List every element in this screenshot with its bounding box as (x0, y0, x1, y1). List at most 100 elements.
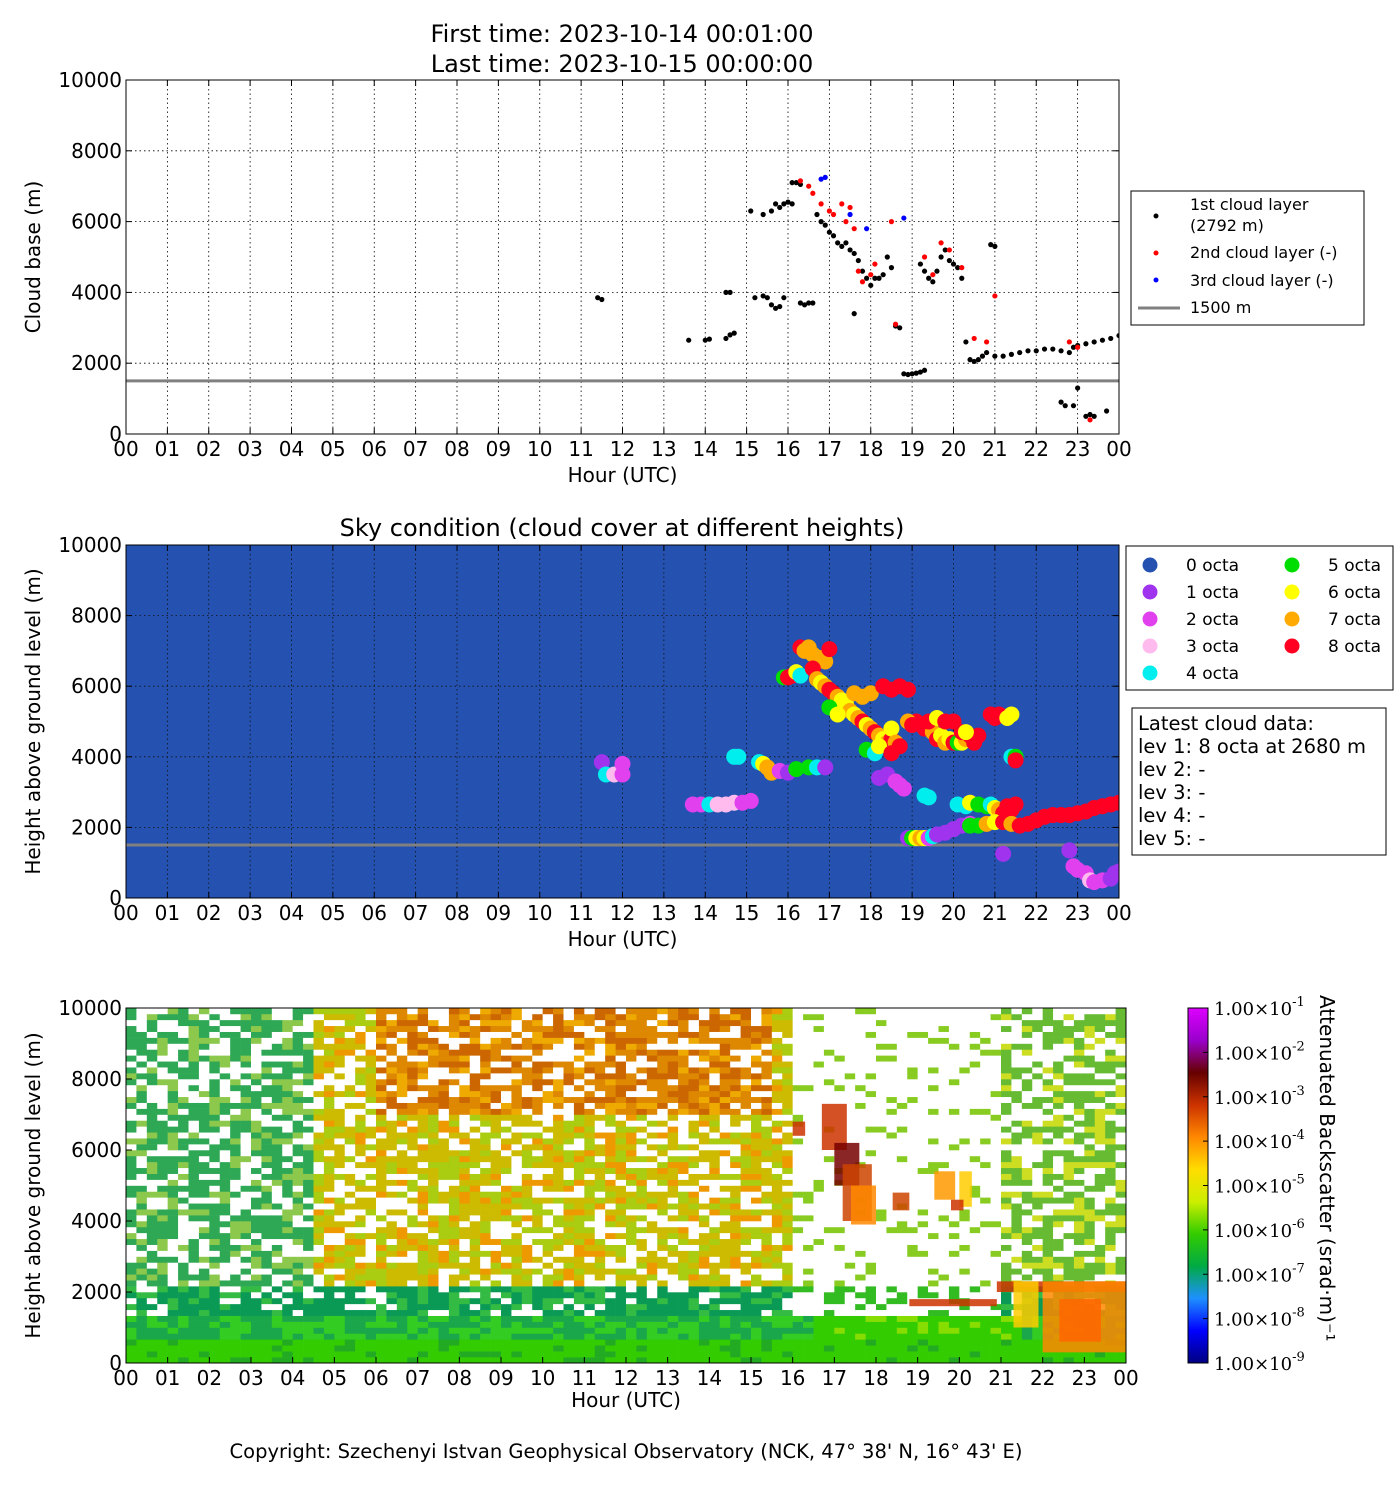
heatmap-cell (771, 1268, 783, 1275)
heatmap-cell (198, 1244, 210, 1251)
heatmap-cell (615, 1150, 627, 1157)
heatmap-cell (761, 1256, 773, 1263)
heatmap-cell (876, 1138, 887, 1145)
heatmap-cell (511, 1280, 523, 1287)
heatmap-cell (584, 1321, 596, 1328)
heatmap-cell (834, 1084, 846, 1092)
heatmap-cell (417, 1274, 429, 1281)
heatmap-cell (803, 1090, 814, 1098)
heatmap-cell (751, 1185, 762, 1192)
heatmap-cell (261, 1084, 273, 1092)
heatmap-cell (844, 1043, 856, 1050)
heatmap-cell (459, 1161, 471, 1169)
heatmap-cell (240, 1037, 252, 1044)
heatmap-cell (448, 1286, 460, 1293)
heatmap-cell (376, 1292, 387, 1299)
legend-marker-first-layer (1153, 213, 1159, 219)
heatmap-cell (844, 1132, 856, 1139)
heatmap-cell (501, 1197, 512, 1204)
second-layer-point (847, 204, 853, 211)
heatmap-cell (271, 1019, 283, 1027)
heatmap-cell (188, 1013, 200, 1021)
heatmap-cell (532, 1339, 543, 1346)
heatmap-cell (219, 1031, 231, 1038)
heatmap-cell (303, 1167, 314, 1174)
heatmap-cell (344, 1043, 356, 1050)
heatmap-cell (626, 1144, 637, 1151)
heatmap-cell (396, 1179, 408, 1186)
x-tick-label: 08 (444, 437, 469, 461)
heatmap-cell (532, 1067, 543, 1074)
heatmap-cell (761, 1132, 773, 1139)
heatmap-cell (761, 1155, 773, 1163)
heatmap-cell (501, 1084, 512, 1092)
heatmap-cell (615, 1292, 627, 1299)
heatmap-cell (480, 1185, 491, 1192)
heatmap-cell (386, 1262, 398, 1269)
heatmap-cell (740, 1215, 752, 1222)
heatmap-cell (771, 1280, 783, 1287)
first-layer-point (855, 257, 861, 264)
heatmap-cell (542, 1013, 554, 1021)
heatmap-cell (803, 1096, 814, 1103)
heatmap-cell (292, 1108, 304, 1115)
heatmap-cell (823, 1209, 835, 1216)
heatmap-cell (188, 1049, 200, 1056)
first-layer-point (595, 295, 601, 301)
heatmap-cell (751, 1179, 762, 1186)
heatmap-cell (230, 1209, 241, 1216)
sky-condition-panel: 00 01 02 03 04 05 06 07 08 09 10 11 12 13 14 15 16 17 18 19… (21, 533, 1132, 951)
heatmap-cell (698, 1031, 710, 1038)
heatmap-cell (292, 1067, 304, 1074)
heatmap-cell (865, 1150, 877, 1157)
heatmap-cell (469, 1185, 481, 1192)
heatmap-cell (490, 1327, 502, 1334)
heatmap-cell (480, 1120, 491, 1127)
heatmap-cell (782, 1185, 793, 1192)
heatmap-cell (834, 1232, 846, 1240)
octa-1-point (995, 845, 1012, 862)
heatmap-cell (240, 1185, 252, 1192)
heatmap-cell (428, 1238, 439, 1245)
heatmap-cell (480, 1221, 491, 1228)
heatmap-cell (636, 1090, 648, 1098)
heatmap-cell (573, 1262, 585, 1269)
heatmap-cell (292, 1102, 304, 1109)
heatmap-cell (740, 1173, 752, 1180)
heatmap-cell (303, 1019, 314, 1027)
heatmap-cell (240, 1096, 252, 1103)
heatmap-cell (709, 1084, 721, 1092)
heatmap-cell (521, 1108, 533, 1115)
heatmap-cell (376, 1084, 387, 1092)
heatmap-cell (126, 1268, 137, 1275)
heatmap-cell (428, 1132, 439, 1139)
heatmap-cell (698, 1351, 710, 1358)
legend-marker-octa-0 (1142, 557, 1158, 573)
heatmap-cell (344, 1333, 356, 1340)
heatmap-cell (178, 1303, 189, 1311)
heatmap-cell (334, 1238, 346, 1245)
heatmap-cell (876, 1232, 887, 1240)
heatmap-cell (282, 1215, 293, 1222)
heatmap-cell (146, 1037, 158, 1044)
heatmap-cell (605, 1090, 616, 1098)
heatmap-cell (386, 1102, 398, 1109)
heatmap-cell (771, 1079, 783, 1086)
heatmap-cell (313, 1061, 325, 1068)
heatmap-cell (417, 1114, 429, 1121)
heatmap-cell (761, 1351, 773, 1358)
heatmap-cell (855, 1126, 866, 1133)
heatmap-cell (698, 1250, 710, 1257)
heatmap-cell (771, 1357, 783, 1363)
heatmap-cell (282, 1244, 293, 1251)
heatmap-cell (573, 1108, 585, 1115)
heatmap-cell (876, 1073, 887, 1080)
heatmap-cell (771, 1321, 783, 1328)
heatmap-cell (261, 1250, 273, 1257)
heatmap-cell (469, 1244, 481, 1251)
heatmap-cell (167, 1268, 179, 1275)
heatmap-cell (501, 1215, 512, 1222)
heatmap-cell (803, 1280, 814, 1287)
heatmap-cell (490, 1108, 502, 1115)
heatmap-cell (396, 1256, 408, 1263)
